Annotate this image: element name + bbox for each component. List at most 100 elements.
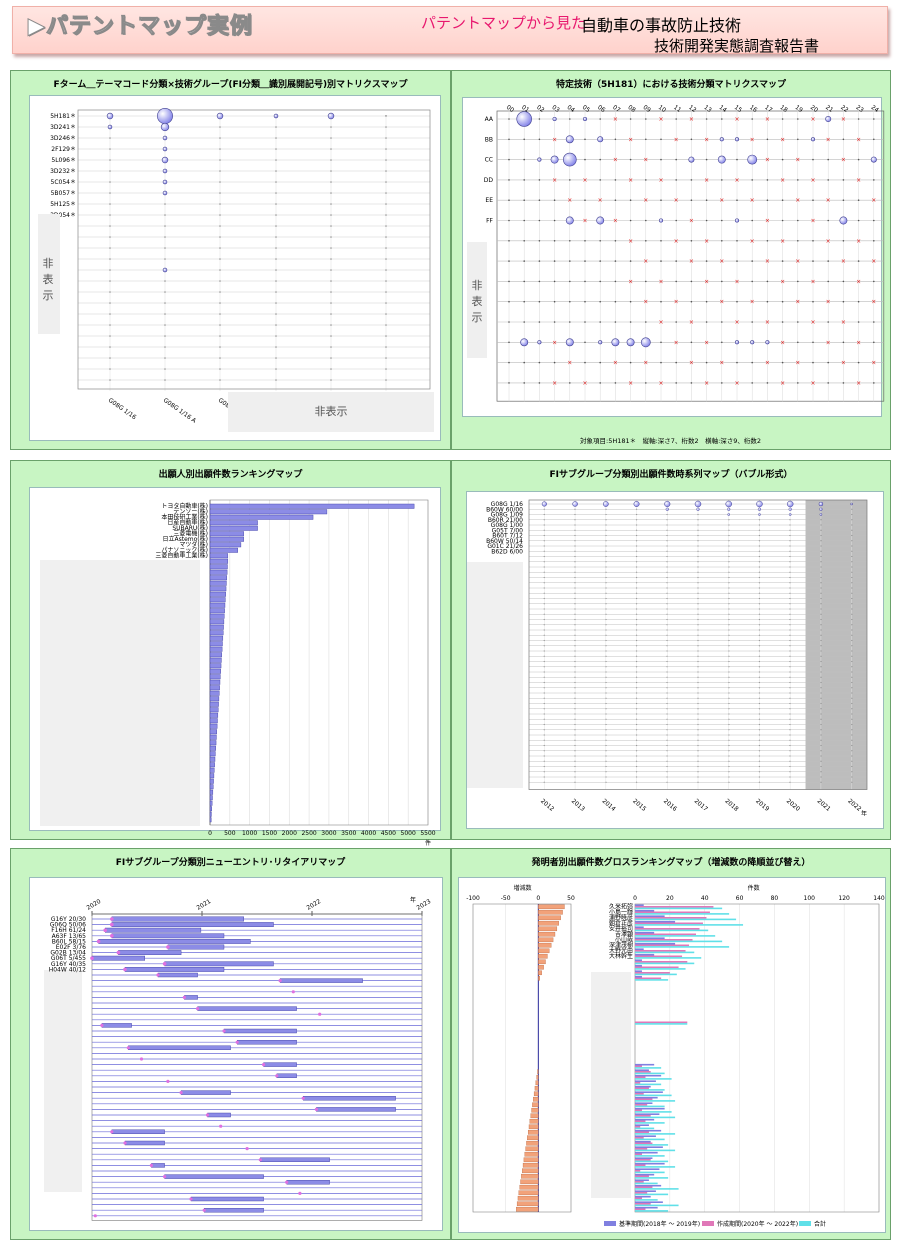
x-mark: × <box>734 278 739 285</box>
panel-title: 発明者別出願件数グロスランキングマップ（増減数の降順並び替え） <box>531 858 811 868</box>
empty-dot <box>508 199 510 201</box>
bar-label: マツダ(株) <box>179 541 208 549</box>
empty-dot <box>660 199 662 201</box>
empty-dot <box>645 321 647 323</box>
x-mark: × <box>658 380 663 387</box>
entry-marker <box>123 967 127 972</box>
tick-label: 0 <box>536 895 540 902</box>
panel-fterm-matrix: Fターム＿テーマコード分類×技術グループ(FI分類＿識別展開記号)別マトリクスマ… <box>10 70 451 450</box>
current-bar <box>635 928 700 930</box>
row-label: H04W 40/12 <box>49 966 86 973</box>
entry-bar <box>118 950 182 956</box>
total-bar <box>635 1188 679 1190</box>
empty-dot <box>736 361 738 364</box>
empty-dot <box>629 300 632 303</box>
total-bar <box>635 1149 676 1152</box>
legend-label: 合計 <box>814 1220 826 1228</box>
entry-marker <box>235 1040 239 1044</box>
x-mark: × <box>871 258 876 265</box>
empty-dot <box>766 382 769 384</box>
tick-label: 0 <box>208 830 212 837</box>
entry-marker <box>163 1175 167 1179</box>
empty-dot <box>508 361 510 364</box>
fterm-matrix-chart: 5H181＊ 3D241＊ 3D246＊ 2F129＊ 5L096＊ 3D232＊ 5C05… <box>50 108 431 425</box>
row-label: G16Y 40/35 <box>51 961 86 968</box>
empty-dot <box>523 179 525 181</box>
total-bar <box>635 973 677 976</box>
x-mark: × <box>582 177 587 184</box>
tick-label: -100 <box>466 895 480 902</box>
empty-dot <box>842 341 845 344</box>
base-bar <box>635 1074 662 1077</box>
empty-dot <box>736 158 738 161</box>
row-label: F16H 61/24 <box>51 927 86 934</box>
entry-bar <box>263 1062 297 1067</box>
current-bar <box>635 977 662 980</box>
x-mark: × <box>674 339 679 346</box>
empty-dot <box>538 300 541 303</box>
empty-dot <box>538 280 541 283</box>
total-bar <box>635 1127 655 1130</box>
empty-dot <box>751 382 753 384</box>
empty-dot <box>584 138 586 141</box>
total-bar <box>635 1067 662 1069</box>
change-bar <box>520 1179 539 1185</box>
current-bar <box>635 1197 642 1200</box>
empty-dot <box>523 199 525 201</box>
empty-dot <box>675 382 677 384</box>
x-mark: × <box>689 116 694 123</box>
empty-dot <box>721 179 723 181</box>
empty-dot <box>675 321 677 323</box>
empty-dot <box>660 138 662 141</box>
tick-label: 2500 <box>301 830 316 837</box>
data-bar <box>209 569 228 575</box>
entry-marker <box>93 1214 97 1218</box>
empty-dot <box>857 321 860 323</box>
data-bar <box>209 745 216 751</box>
data-bubble <box>839 216 848 225</box>
x-mark: × <box>841 360 846 367</box>
empty-dot <box>569 118 571 120</box>
x-mark: × <box>765 116 770 123</box>
empty-dot <box>827 361 829 364</box>
empty-dot <box>827 179 829 181</box>
change-bar <box>536 1074 539 1080</box>
x-mark: × <box>841 319 846 326</box>
data-bar <box>209 696 220 702</box>
legend-swatch <box>799 1221 811 1226</box>
col-label: 01 <box>520 104 530 114</box>
change-bar <box>538 953 548 959</box>
entry-marker <box>149 1163 153 1167</box>
year-label: 2014 <box>601 798 617 813</box>
x-mark: × <box>765 360 770 367</box>
data-bar <box>209 718 218 724</box>
data-bubble <box>611 338 620 347</box>
data-bubble <box>162 135 168 141</box>
col-label: 05 <box>581 104 591 114</box>
x-mark: × <box>704 278 709 285</box>
change-bar <box>527 1135 539 1141</box>
report-title: 自動車の事故防止技術 <box>581 16 742 35</box>
plot-frame <box>91 913 423 1221</box>
empty-dot <box>842 300 845 303</box>
data-bubble <box>734 340 740 345</box>
x-mark: × <box>704 136 709 143</box>
data-bubble <box>162 190 168 196</box>
x-mark: × <box>734 116 739 123</box>
empty-dot <box>766 138 769 141</box>
inventor-label: 大林幹生 <box>609 952 633 960</box>
report-prefix: パテントマップから見た <box>421 14 587 32</box>
x-mark: × <box>750 136 755 143</box>
x-mark: × <box>643 299 648 306</box>
empty-dot <box>690 300 693 303</box>
data-bubble <box>597 136 604 143</box>
current-bar <box>635 1131 649 1134</box>
current-bar <box>635 1192 648 1194</box>
base-bar <box>635 1179 649 1181</box>
current-bar <box>635 1137 644 1139</box>
empty-dot <box>508 219 510 222</box>
entry-bar <box>207 1112 231 1118</box>
col-label: 24 <box>870 104 880 114</box>
data-bubble <box>550 155 559 164</box>
empty-dot <box>812 260 814 262</box>
